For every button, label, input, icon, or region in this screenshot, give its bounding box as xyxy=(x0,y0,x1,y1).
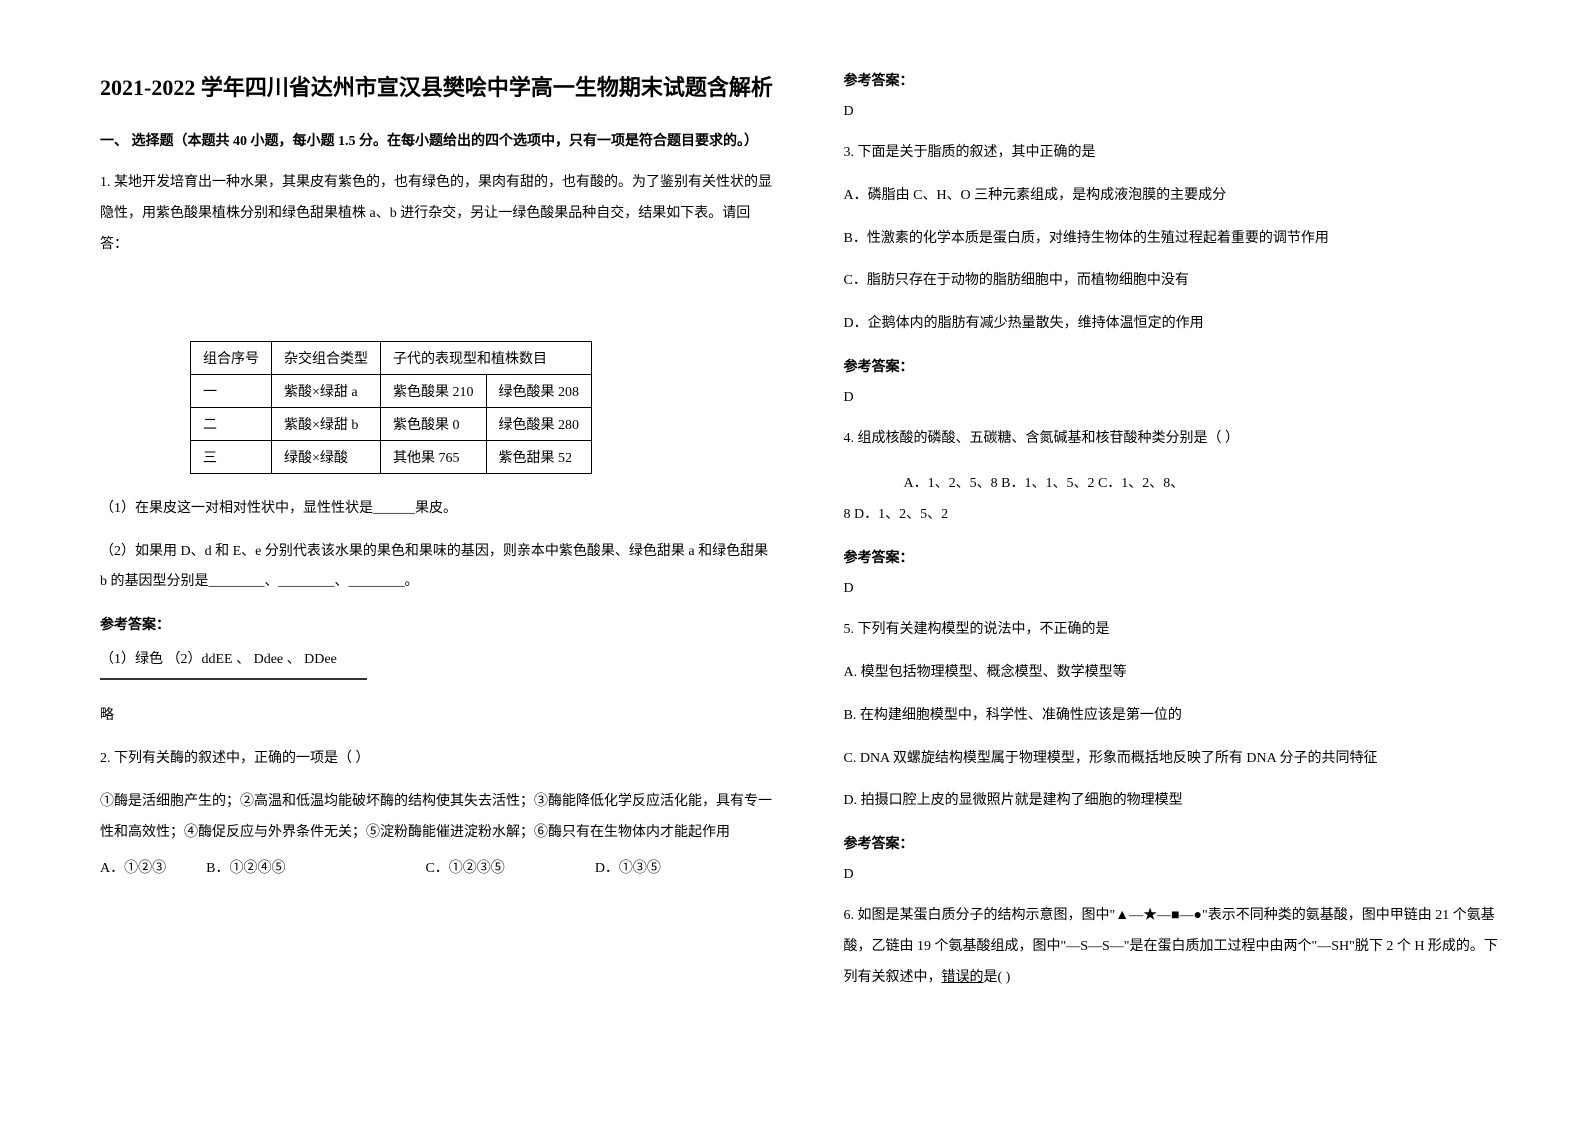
q5-answer-label: 参考答案： xyxy=(844,833,1508,853)
q6-text: 6. 如图是某蛋白质分子的结构示意图，图中"▲—★—■—●"表示不同种类的氨基酸… xyxy=(844,901,1508,993)
q3-answer: D xyxy=(844,390,1508,406)
cell: 绿色酸果 208 xyxy=(486,374,592,407)
q4-answer-label: 参考答案： xyxy=(844,547,1508,567)
cell: 二 xyxy=(191,407,272,440)
q1-table: 组合序号 杂交组合类型 子代的表现型和植株数目 一 紫酸×绿甜 a 紫色酸果 2… xyxy=(190,341,592,474)
q5-c: C. DNA 双螺旋结构模型属于物理模型，形象而概括地反映了所有 DNA 分子的… xyxy=(844,744,1508,775)
q3-a: A．磷脂由 C、H、O 三种元素组成，是构成液泡膜的主要成分 xyxy=(844,181,1508,212)
cell: 紫色酸果 210 xyxy=(381,374,487,407)
document-title: 2021-2022 学年四川省达州市宣汉县樊哙中学高一生物期末试题含解析 xyxy=(100,70,774,105)
q1-sub2: （2）如果用 D、d 和 E、e 分别代表该水果的果色和果味的基因，则亲本中紫色… xyxy=(100,537,774,599)
cell: 三 xyxy=(191,440,272,473)
q5-text: 5. 下列有关建构模型的说法中，不正确的是 xyxy=(844,615,1508,646)
q1-sub1: （1）在果皮这一对相对性状中，显性性状是______果皮。 xyxy=(100,494,774,525)
q6-part2: 是( ) xyxy=(984,970,1011,985)
table-row: 二 紫酸×绿甜 b 紫色酸果 0 绿色酸果 280 xyxy=(191,407,592,440)
th-offspring: 子代的表现型和植株数目 xyxy=(381,341,592,374)
q1-answer-text: （1）绿色 （2）ddEE 、 Ddee 、 DDee xyxy=(100,646,367,680)
q2-body: ①酶是活细胞产生的；②高温和低温均能破坏酶的结构使其失去活性；③酶能降低化学反应… xyxy=(100,787,774,849)
q1-answer: （1）绿色 （2）ddEE 、 Ddee 、 DDee xyxy=(100,646,774,680)
section-one-heading: 一、 选择题（本题共 40 小题，每小题 1.5 分。在每小题给出的四个选项中，… xyxy=(100,129,774,154)
q1-intro: 1. 某地开发培育出一种水果，其果皮有紫色的，也有绿色的，果肉有甜的，也有酸的。… xyxy=(100,168,774,260)
q5-a: A. 模型包括物理模型、概念模型、数学模型等 xyxy=(844,658,1508,689)
q6-underlined: 错误的 xyxy=(942,970,984,985)
q4-answer: D xyxy=(844,581,1508,597)
q2-text: 2. 下列有关酶的叙述中，正确的一项是（ ） xyxy=(100,744,774,775)
q2-option-c: C．①②③⑤ xyxy=(425,855,504,883)
left-column: 2021-2022 学年四川省达州市宣汉县樊哙中学高一生物期末试题含解析 一、 … xyxy=(100,70,814,1082)
q4-text: 4. 组成核酸的磷酸、五碳糖、含氮碱基和核苷酸种类分别是（ ） xyxy=(844,424,1508,455)
table-row: 三 绿酸×绿酸 其他果 765 紫色甜果 52 xyxy=(191,440,592,473)
q3-answer-label: 参考答案： xyxy=(844,356,1508,376)
q3-d: D．企鹅体内的脂肪有减少热量散失，维持体温恒定的作用 xyxy=(844,309,1508,340)
cell: 绿色酸果 280 xyxy=(486,407,592,440)
q3-b: B．性激素的化学本质是蛋白质，对维持生物体的生殖过程起着重要的调节作用 xyxy=(844,224,1508,255)
q5-answer: D xyxy=(844,867,1508,883)
th-group: 组合序号 xyxy=(191,341,272,374)
q2-option-b: B．①②④⑤ xyxy=(206,855,285,883)
q5-b: B. 在构建细胞模型中，科学性、准确性应该是第一位的 xyxy=(844,701,1508,732)
cell: 紫酸×绿甜 b xyxy=(272,407,381,440)
q1-omit: 略 xyxy=(100,704,774,724)
right-column: 参考答案： D 3. 下面是关于脂质的叙述，其中正确的是 A．磷脂由 C、H、O… xyxy=(814,70,1528,1082)
cell: 紫酸×绿甜 a xyxy=(272,374,381,407)
q2-answer: D xyxy=(844,104,1508,120)
cell: 其他果 765 xyxy=(381,440,487,473)
cell: 紫色甜果 52 xyxy=(486,440,592,473)
q5-d: D. 拍摄口腔上皮的显微照片就是建构了细胞的物理模型 xyxy=(844,786,1508,817)
th-type: 杂交组合类型 xyxy=(272,341,381,374)
q1-answer-label: 参考答案： xyxy=(100,614,774,634)
table-row: 一 紫酸×绿甜 a 紫色酸果 210 绿色酸果 208 xyxy=(191,374,592,407)
q2-answer-label: 参考答案： xyxy=(844,70,1508,90)
q3-text: 3. 下面是关于脂质的叙述，其中正确的是 xyxy=(844,138,1508,169)
q4-options-line2: 8 D．1、2、5、2 xyxy=(844,500,1508,531)
q2-option-a: A．①②③ xyxy=(100,855,166,883)
cell: 一 xyxy=(191,374,272,407)
q4-options-line1: A．1、2、5、8 B．1、1、5、2 C．1、2、8、 xyxy=(844,467,1508,501)
table-header-row: 组合序号 杂交组合类型 子代的表现型和植株数目 xyxy=(191,341,592,374)
q3-c: C．脂肪只存在于动物的脂肪细胞中，而植物细胞中没有 xyxy=(844,266,1508,297)
cell: 绿酸×绿酸 xyxy=(272,440,381,473)
q2-option-d: D．①③⑤ xyxy=(595,855,661,883)
cell: 紫色酸果 0 xyxy=(381,407,487,440)
q2-options: A．①②③ B．①②④⑤ C．①②③⑤ D．①③⑤ xyxy=(100,855,774,883)
